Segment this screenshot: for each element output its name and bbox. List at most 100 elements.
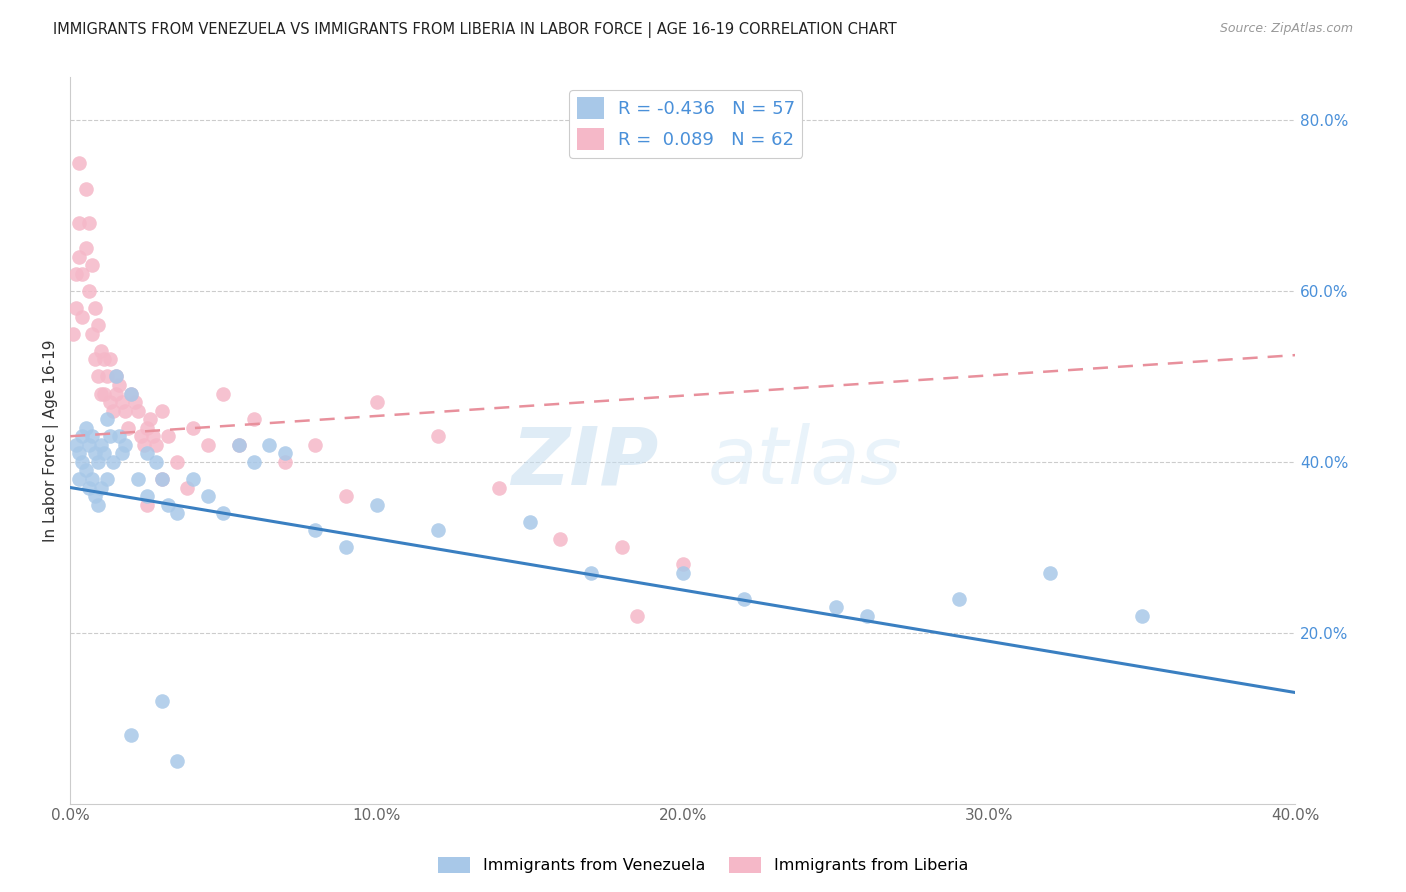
Point (77, 284, 100, 298)
Point (117, 421, 139, 435)
Point (114, 438, 136, 452)
Point (129, 429, 152, 443)
Point (132, 438, 155, 452)
Point (90, 481, 112, 495)
Point (672, 566, 695, 580)
Point (243, 412, 266, 426)
Point (93, 352, 115, 367)
Point (335, 489, 357, 503)
Point (212, 506, 235, 520)
Point (80, 326, 103, 341)
Point (75, 181, 97, 195)
Point (273, 455, 295, 469)
Point (90, 386, 112, 401)
Text: IMMIGRANTS FROM VENEZUELA VS IMMIGRANTS FROM LIBERIA IN LABOR FORCE | AGE 16-19 : IMMIGRANTS FROM VENEZUELA VS IMMIGRANTS … (53, 22, 897, 38)
Point (135, 498, 157, 512)
Point (145, 455, 167, 469)
Point (108, 429, 131, 443)
Point (101, 455, 124, 469)
Point (96, 369, 118, 384)
Point (127, 472, 149, 486)
Point (304, 438, 326, 452)
Point (72, 267, 94, 281)
Point (75, 241, 97, 255)
Point (626, 608, 648, 623)
Point (176, 481, 198, 495)
Point (426, 523, 449, 537)
Point (139, 412, 162, 426)
Point (135, 489, 157, 503)
Point (166, 455, 188, 469)
Point (98, 352, 121, 367)
Point (135, 446, 157, 460)
Point (426, 429, 449, 443)
Point (98, 395, 121, 409)
Point (72, 455, 94, 469)
Point (67, 250, 90, 264)
Point (672, 558, 695, 572)
Point (77, 481, 100, 495)
Point (87, 369, 110, 384)
Point (105, 386, 128, 401)
Point (101, 403, 124, 417)
Point (825, 600, 848, 615)
Point (72, 429, 94, 443)
Point (142, 429, 165, 443)
Point (62, 326, 84, 341)
Point (67, 216, 90, 230)
Point (145, 438, 167, 452)
Point (228, 438, 250, 452)
Point (75, 421, 97, 435)
Point (124, 395, 146, 409)
Point (1039, 566, 1062, 580)
Point (579, 566, 602, 580)
Point (87, 498, 110, 512)
Point (733, 591, 755, 606)
Point (181, 472, 204, 486)
Point (150, 403, 173, 417)
Point (87, 455, 110, 469)
Point (273, 446, 295, 460)
Point (243, 455, 266, 469)
Point (121, 386, 143, 401)
Legend: R = -0.436   N = 57, R =  0.089   N = 62: R = -0.436 N = 57, R = 0.089 N = 62 (569, 90, 803, 158)
Point (65, 438, 87, 452)
Point (259, 438, 281, 452)
Point (335, 541, 357, 555)
Point (166, 506, 188, 520)
Point (77, 438, 100, 452)
Point (181, 421, 204, 435)
Point (1130, 608, 1153, 623)
Point (157, 429, 180, 443)
Point (121, 728, 143, 742)
Point (114, 403, 136, 417)
Point (157, 498, 180, 512)
Point (96, 412, 118, 426)
Point (83, 301, 105, 315)
Point (87, 318, 110, 333)
Point (80, 472, 103, 486)
Point (127, 403, 149, 417)
Text: atlas: atlas (707, 424, 903, 501)
Point (75, 463, 97, 477)
Point (67, 156, 90, 170)
Point (228, 438, 250, 452)
Point (83, 446, 105, 460)
Y-axis label: In Labor Force | Age 16-19: In Labor Force | Age 16-19 (44, 339, 59, 541)
Point (366, 395, 388, 409)
Point (948, 591, 970, 606)
Point (105, 369, 128, 384)
Point (121, 386, 143, 401)
Point (105, 369, 128, 384)
Point (488, 481, 510, 495)
Point (150, 472, 173, 486)
Point (98, 429, 121, 443)
Point (83, 352, 105, 367)
Text: Source: ZipAtlas.com: Source: ZipAtlas.com (1219, 22, 1353, 36)
Point (855, 608, 877, 623)
Point (93, 446, 115, 460)
Point (65, 267, 87, 281)
Point (67, 472, 90, 486)
Point (366, 498, 388, 512)
Point (111, 446, 134, 460)
